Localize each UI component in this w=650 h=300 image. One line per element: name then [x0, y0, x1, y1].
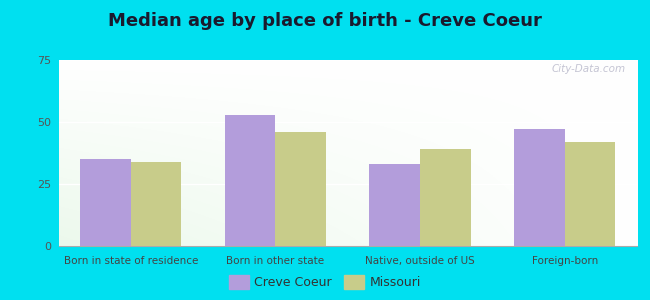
Bar [276, 132, 326, 246]
Bar [80, 159, 131, 246]
Legend: Creve Coeur, Missouri: Creve Coeur, Missouri [224, 271, 426, 294]
Bar [565, 142, 616, 246]
Bar [369, 164, 420, 246]
Bar [514, 129, 565, 246]
Bar [420, 149, 471, 246]
Bar [225, 115, 276, 246]
Bar [131, 162, 181, 246]
Text: Median age by place of birth - Creve Coeur: Median age by place of birth - Creve Coe… [108, 12, 542, 30]
Text: City-Data.com: City-Data.com [551, 64, 625, 74]
